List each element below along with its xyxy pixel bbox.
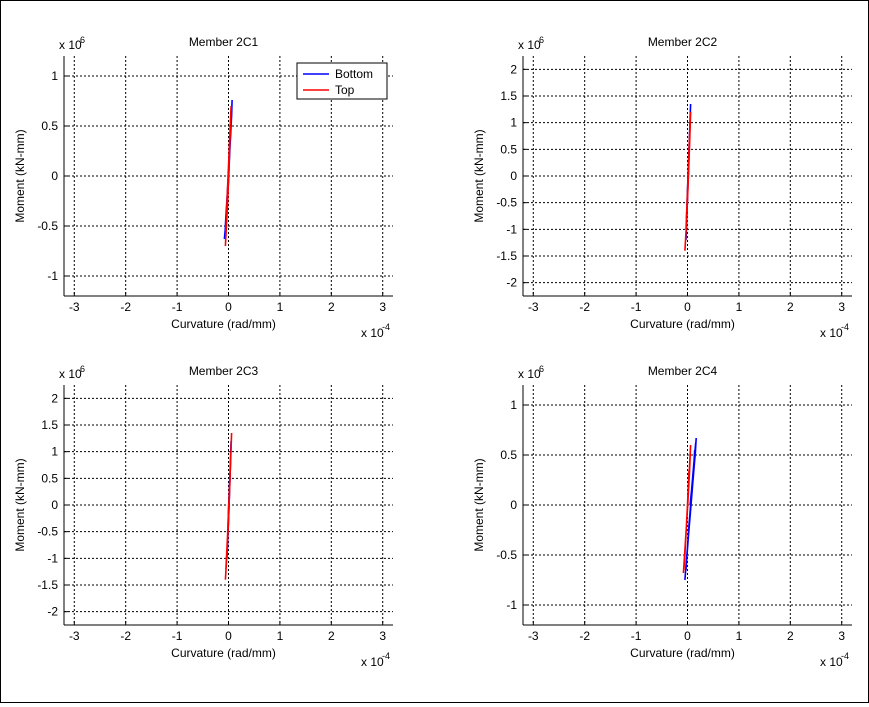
y-tick-label: 0.5 (500, 448, 517, 462)
chart-panel-1: -3 -2 -1 0 1 2 3 -1 -0.5 0 0.5 1 Member 2C1 Curvature… (13, 35, 393, 340)
x-tick-label: -1 (172, 629, 183, 643)
y-exponent-label: x 10 (59, 367, 82, 381)
y-tick-label: 1.5 (41, 418, 58, 432)
x-tick-label: 0 (684, 629, 691, 643)
y-tick-label: 0 (51, 169, 58, 183)
y-tick-label: 2 (51, 391, 58, 405)
x-tick-label: 1 (736, 300, 743, 314)
x-exponent-label: x 10 (820, 655, 843, 669)
chart-title: Member 2C4 (648, 364, 718, 378)
series-line-bottom (684, 437, 697, 581)
x-tick-label: 2 (787, 629, 794, 643)
x-exponent-label: x 10 (361, 655, 384, 669)
y-tick-label: 0.5 (500, 142, 517, 156)
y-tick-label: -1 (506, 598, 517, 612)
y-exponent-power: 6 (539, 364, 544, 374)
x-tick-label: 2 (328, 300, 335, 314)
x-tick-label: -2 (120, 629, 131, 643)
x-tick-label: -2 (579, 300, 590, 314)
x-tick-label: -3 (69, 300, 80, 314)
y-tick-label: -1 (506, 222, 517, 236)
x-tick-label: 3 (838, 629, 845, 643)
y-tick-label: 0 (51, 498, 58, 512)
legend-label-top: Top (335, 83, 355, 97)
x-exponent-label: x 10 (820, 326, 843, 340)
x-exponent-power: -4 (841, 651, 849, 661)
x-tick-label: -1 (631, 300, 642, 314)
x-tick-label: 2 (787, 300, 794, 314)
y-tick-label: 1 (510, 398, 517, 412)
x-tick-label: -1 (172, 300, 183, 314)
x-tick-label: -2 (120, 300, 131, 314)
y-axis-label: Moment (kN-mm) (472, 129, 486, 222)
x-axis-label: Curvature (rad/mm) (171, 317, 276, 331)
series-line-top (682, 444, 692, 574)
series-line-top (684, 111, 692, 251)
y-tick-label: -0.5 (496, 196, 517, 210)
y-exponent-label: x 10 (518, 38, 541, 52)
x-exponent-power: -4 (382, 322, 390, 332)
y-tick-label: 1 (51, 445, 58, 459)
legend-box (296, 62, 388, 100)
chart-panel-4: -3 -2 -1 0 1 2 3 -1 -0.5 0 0.5 1 Member 2C4 Curvature… (472, 364, 852, 669)
y-tick-label: -2 (47, 605, 58, 619)
x-tick-label: 0 (225, 300, 232, 314)
y-tick-label: 0 (510, 498, 517, 512)
y-tick-label: 0.5 (41, 119, 58, 133)
y-exponent-power: 6 (539, 35, 544, 45)
chart-panel-2: -3 -2 -1 0 1 2 3 -2 -1.5 -1 -0.5 0 0.5 1 1.5 2 Member 2C… (472, 35, 852, 340)
y-tick-label: -0.5 (37, 219, 58, 233)
y-tick-label: 1 (510, 116, 517, 130)
y-tick-label: 1.5 (500, 89, 517, 103)
x-tick-label: 3 (838, 300, 845, 314)
x-tick-label: -2 (579, 629, 590, 643)
y-tick-label: 2 (510, 62, 517, 76)
y-tick-label: -0.5 (37, 525, 58, 539)
x-tick-label: 0 (684, 300, 691, 314)
chart-title: Member 2C2 (648, 35, 718, 49)
chart-title: Member 2C1 (189, 35, 259, 49)
x-tick-label: 1 (277, 300, 284, 314)
x-exponent-power: -4 (382, 651, 390, 661)
legend: Bottom Top (296, 62, 388, 100)
y-tick-label: 0 (510, 169, 517, 183)
x-tick-label: 0 (225, 629, 232, 643)
x-axis-label: Curvature (rad/mm) (630, 317, 735, 331)
y-axis-label: Moment (kN-mm) (13, 458, 27, 551)
x-tick-label: 3 (379, 629, 386, 643)
series-line-top (224, 432, 233, 580)
y-tick-label: -2 (506, 276, 517, 290)
x-tick-label: -3 (69, 629, 80, 643)
x-tick-label: -1 (631, 629, 642, 643)
x-exponent-label: x 10 (361, 326, 384, 340)
chart-title: Member 2C3 (189, 364, 259, 378)
legend-label-bottom: Bottom (335, 67, 373, 81)
x-tick-label: 3 (379, 300, 386, 314)
y-tick-label: -1 (47, 269, 58, 283)
y-tick-label: -1 (47, 551, 58, 565)
y-exponent-label: x 10 (518, 367, 541, 381)
x-axis-label: Curvature (rad/mm) (171, 646, 276, 660)
x-tick-label: -3 (528, 629, 539, 643)
y-exponent-label: x 10 (59, 38, 82, 52)
x-exponent-power: -4 (841, 322, 849, 332)
x-tick-label: 1 (277, 629, 284, 643)
y-tick-label: 1 (51, 69, 58, 83)
x-axis-label: Curvature (rad/mm) (630, 646, 735, 660)
y-exponent-power: 6 (80, 35, 85, 45)
chart-panel-3: -3 -2 -1 0 1 2 3 -2 -1.5 -1 -0.5 0 0.5 1 1.5 2 Member 2C… (13, 364, 393, 669)
series-line-top (224, 105, 232, 247)
x-tick-label: 2 (328, 629, 335, 643)
y-exponent-power: 6 (80, 364, 85, 374)
y-tick-label: -0.5 (496, 548, 517, 562)
y-tick-label: -1.5 (37, 578, 58, 592)
y-axis-label: Moment (kN-mm) (13, 129, 27, 222)
x-tick-label: 1 (736, 629, 743, 643)
y-tick-label: 0.5 (41, 471, 58, 485)
x-tick-label: -3 (528, 300, 539, 314)
y-tick-label: -1.5 (496, 249, 517, 263)
y-axis-label: Moment (kN-mm) (472, 458, 486, 551)
